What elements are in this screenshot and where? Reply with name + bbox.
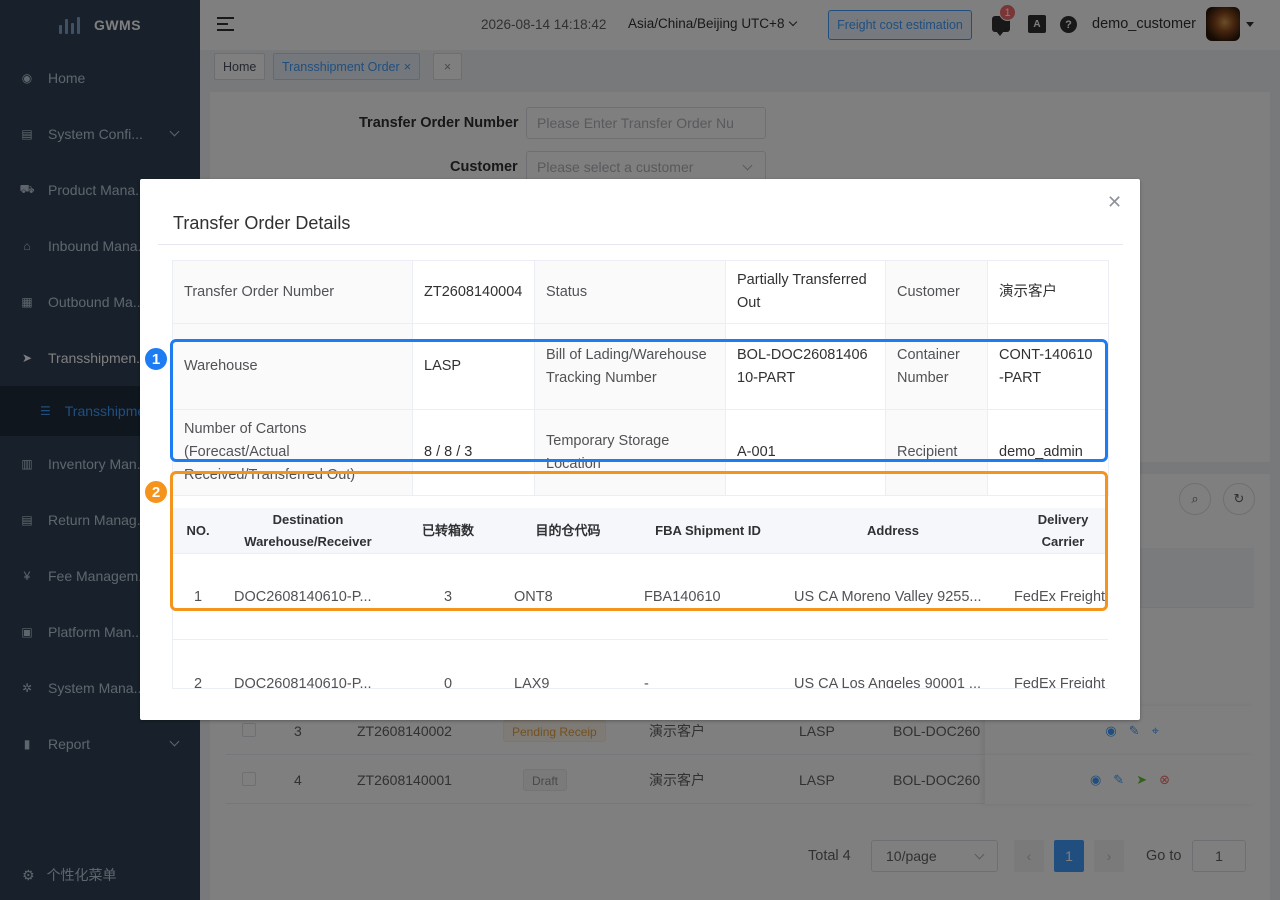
table-header: NO. Destination Warehouse/Receiver 已转箱数 … [173,508,1108,554]
detail-order-number: ZT2608140004 [412,260,535,324]
annotation-marker-2: 2 [143,479,169,505]
item-address: US CA Los Angeles 90001 ... [794,676,982,689]
detail-label-text: Bill of Lading/Warehouse Tracking Number [546,346,707,386]
transfer-items-table: NO. Destination Warehouse/Receiver 已转箱数 … [172,494,1108,689]
detail-label: Transfer Order Number [172,260,413,324]
item-transferred: 0 [443,676,453,689]
table-row: 2 DOC2608140610-P... 0 LAX9 - US CA Los … [173,641,1108,689]
item-fba: - [644,676,649,689]
detail-label: Status [534,260,726,324]
item-destination: DOC2608140610-P... [234,676,372,689]
detail-bol: BOL-DOC2608140610-PART [725,323,886,410]
item-dest-code: LAX9 [514,676,550,689]
item-carrier: FedEx Freight [1014,589,1106,605]
order-detail-table: Transfer Order Number ZT2608140004 Statu… [172,260,1109,496]
column-header: NO. [186,523,210,538]
annotation-box-2 [170,471,1108,611]
close-icon[interactable]: ✕ [1107,192,1123,212]
column-header: Delivery Carrier [1037,512,1089,549]
detail-label: Warehouse [172,323,413,410]
item-no: 2 [193,676,203,689]
table-row: 1 DOC2608140610-P... 3 ONT8 FBA140610 US… [173,554,1108,640]
item-address: US CA Moreno Valley 9255... [794,589,982,605]
item-carrier: FedEx Freight [1014,676,1106,689]
detail-label: Bill of Lading/Warehouse Tracking Number [534,323,726,410]
column-header: FBA Shipment ID [655,523,761,538]
item-dest-code: ONT8 [514,589,553,605]
detail-storage: A-001 [725,409,886,496]
detail-customer: 演示客户 [987,260,1109,324]
dialog-divider [158,244,1123,245]
detail-label: Recipient [885,409,988,496]
detail-row: Warehouse LASP Bill of Lading/Warehouse … [172,323,1109,410]
detail-row: Transfer Order Number ZT2608140004 Statu… [172,260,1109,324]
item-no: 1 [193,589,203,605]
detail-status: Partially Transferred Out [725,260,886,324]
item-fba: FBA140610 [644,589,721,605]
column-header: 目的仓代码 [535,523,601,538]
transfer-order-details-dialog: Transfer Order Details ✕ Transfer Order … [140,179,1140,720]
detail-label: Customer [885,260,988,324]
column-header: 已转箱数 [421,523,474,538]
detail-container: CONT-140610-PART [987,323,1109,410]
dialog-title: Transfer Order Details [173,213,351,233]
item-destination: DOC2608140610-P... [234,589,372,605]
column-header: Address [866,523,920,538]
detail-label: Temporary Storage Location [534,409,726,496]
column-header: Destination Warehouse/Receiver [244,512,372,549]
detail-recipient: demo_admin [987,409,1109,496]
annotation-box-1 [170,339,1108,462]
detail-label: Container Number [885,323,988,410]
detail-cartons: 8 / 8 / 3 [412,409,535,496]
annotation-marker-1: 1 [143,346,169,372]
item-transferred: 3 [443,589,453,605]
